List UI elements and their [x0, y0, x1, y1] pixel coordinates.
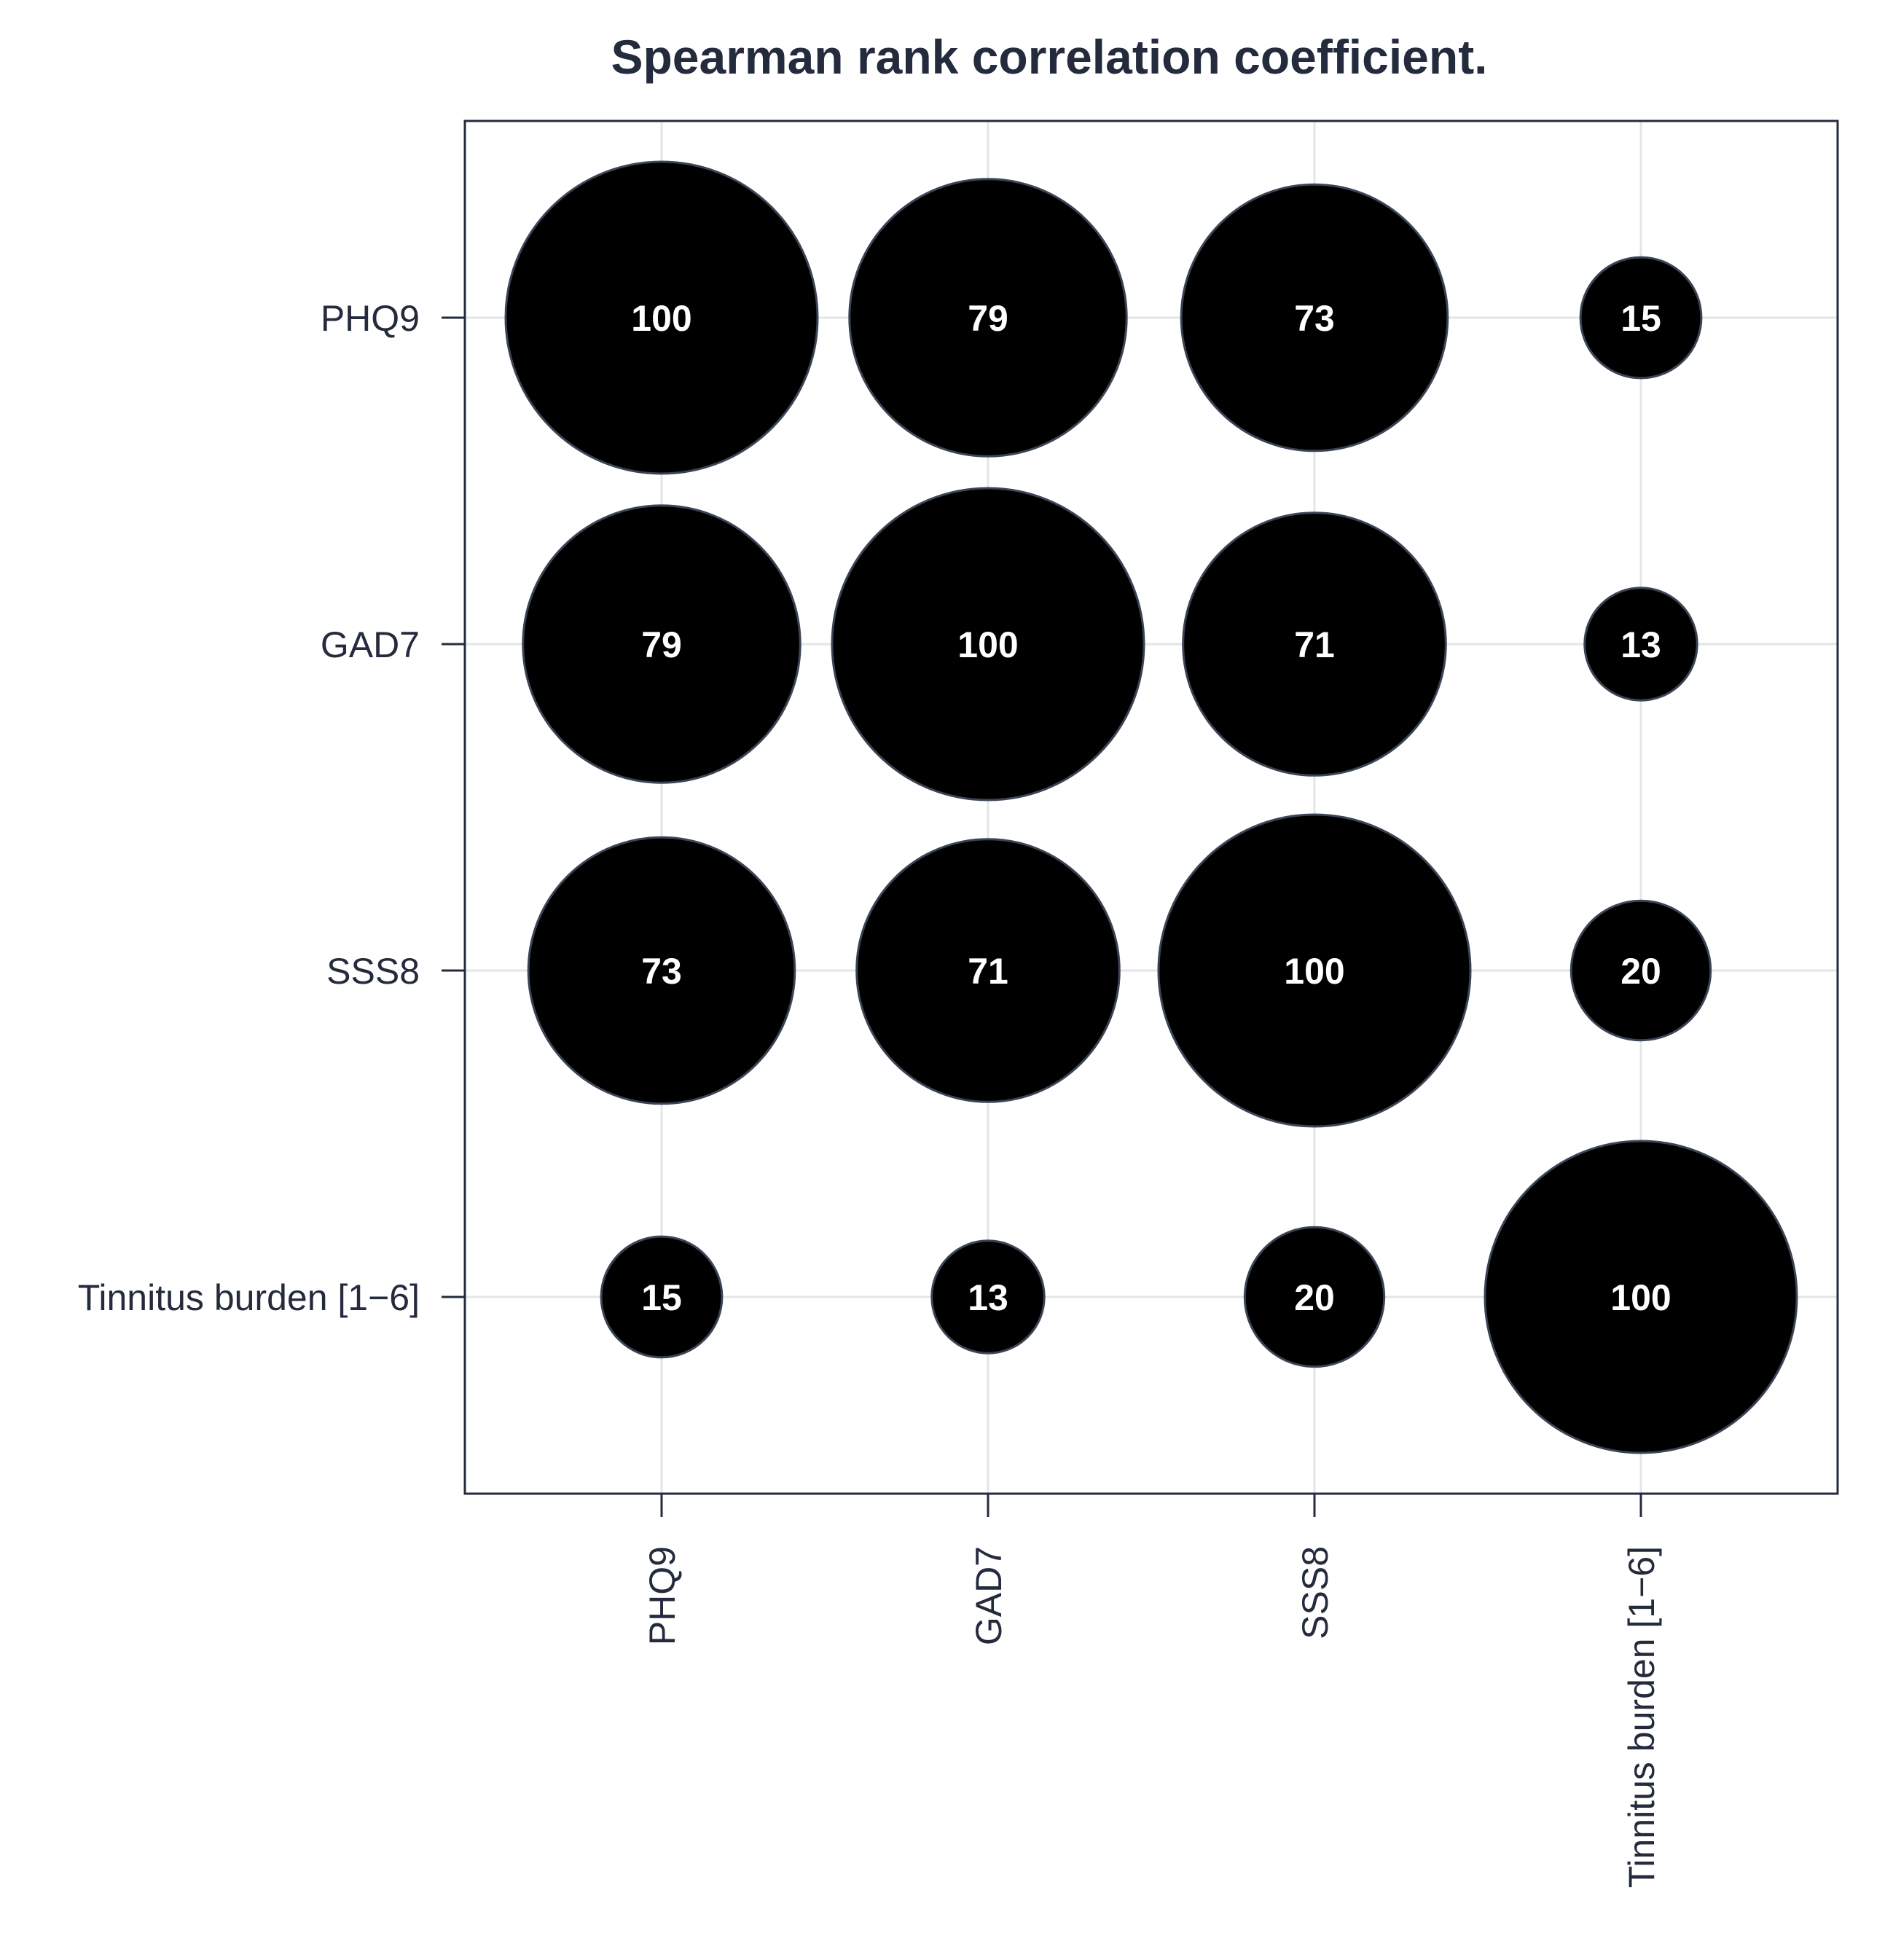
x-tick-label: SSS8: [1295, 1546, 1336, 1639]
bubble-value-label: 15: [641, 1277, 682, 1318]
bubble-cell: 20: [1569, 899, 1712, 1042]
chart-title: Spearman rank correlation coefficient.: [611, 30, 1487, 84]
axis-ticks: [442, 316, 1642, 1517]
bubble-cell: 100: [504, 160, 819, 475]
y-tick-label: SSS8: [326, 951, 420, 992]
bubble-mark: [1583, 587, 1698, 702]
bubble-cell: 15: [1579, 256, 1703, 380]
x-tick-label: GAD7: [968, 1546, 1009, 1645]
bubble-mark: [522, 504, 802, 784]
bubble-mark: [504, 160, 819, 475]
bubble-mark: [1569, 899, 1712, 1042]
bubble-mark: [1243, 1226, 1386, 1368]
bubble-layer: 100 79 73 15 79 100 71 13 73 71 100 20 15 13 20 100: [504, 160, 1798, 1454]
y-axis-tick-labels: PHQ9 GAD7 SSS8 Tinnitus burden [1−6]: [78, 298, 420, 1318]
bubble-value-label: 79: [641, 624, 682, 665]
bubble-value-label: 79: [968, 298, 1008, 339]
bubble-value-label: 100: [957, 624, 1018, 665]
bubble-value-label: 73: [1294, 298, 1335, 339]
bubble-mark: [1157, 813, 1472, 1128]
bubble-cell: 71: [1182, 511, 1447, 777]
bubble-mark: [855, 838, 1121, 1103]
bubble-cell: 100: [1484, 1140, 1798, 1454]
x-tick-label: PHQ9: [642, 1546, 683, 1645]
x-tick-label: Tinnitus burden [1−6]: [1621, 1546, 1662, 1888]
bubble-mark: [1180, 183, 1449, 452]
bubble-mark: [527, 836, 796, 1105]
y-tick-label: GAD7: [321, 624, 420, 665]
bubble-value-label: 73: [641, 951, 682, 992]
bubble-cell: 71: [855, 838, 1121, 1103]
bubble-value-label: 71: [968, 951, 1008, 992]
bubble-cell: 13: [1583, 587, 1698, 702]
bubble-mark: [600, 1235, 724, 1359]
bubble-cell: 15: [600, 1235, 724, 1359]
bubble-mark: [930, 1239, 1046, 1355]
bubble-value-label: 100: [631, 298, 691, 339]
bubble-value-label: 20: [1620, 951, 1661, 992]
bubble-mark: [848, 178, 1128, 458]
bubble-mark: [831, 487, 1145, 801]
plot-frame: [463, 119, 1839, 1495]
bubble-value-label: 13: [968, 1277, 1008, 1318]
y-tick-label: Tinnitus burden [1−6]: [78, 1277, 420, 1318]
bubble-mark: [1182, 511, 1447, 777]
bubble-cell: 100: [1157, 813, 1472, 1128]
bubble-mark: [1579, 256, 1703, 380]
x-axis-tick-labels: PHQ9 GAD7 SSS8 Tinnitus burden [1−6]: [642, 1546, 1662, 1888]
bubble-mark: [1484, 1140, 1798, 1454]
bubble-cell: 73: [527, 836, 796, 1105]
bubble-value-label: 20: [1294, 1277, 1335, 1318]
bubble-cell: 100: [831, 487, 1145, 801]
bubble-value-label: 71: [1294, 624, 1335, 665]
y-tick-label: PHQ9: [321, 298, 420, 339]
bubble-cell: 20: [1243, 1226, 1386, 1368]
bubble-cell: 79: [522, 504, 802, 784]
bubble-cell: 73: [1180, 183, 1449, 452]
bubble-cell: 13: [930, 1239, 1046, 1355]
bubble-value-label: 100: [1284, 951, 1344, 992]
bubble-cell: 79: [848, 178, 1128, 458]
bubble-value-label: 100: [1610, 1277, 1671, 1318]
bubble-value-label: 13: [1620, 624, 1661, 665]
bubble-value-label: 15: [1620, 298, 1661, 339]
